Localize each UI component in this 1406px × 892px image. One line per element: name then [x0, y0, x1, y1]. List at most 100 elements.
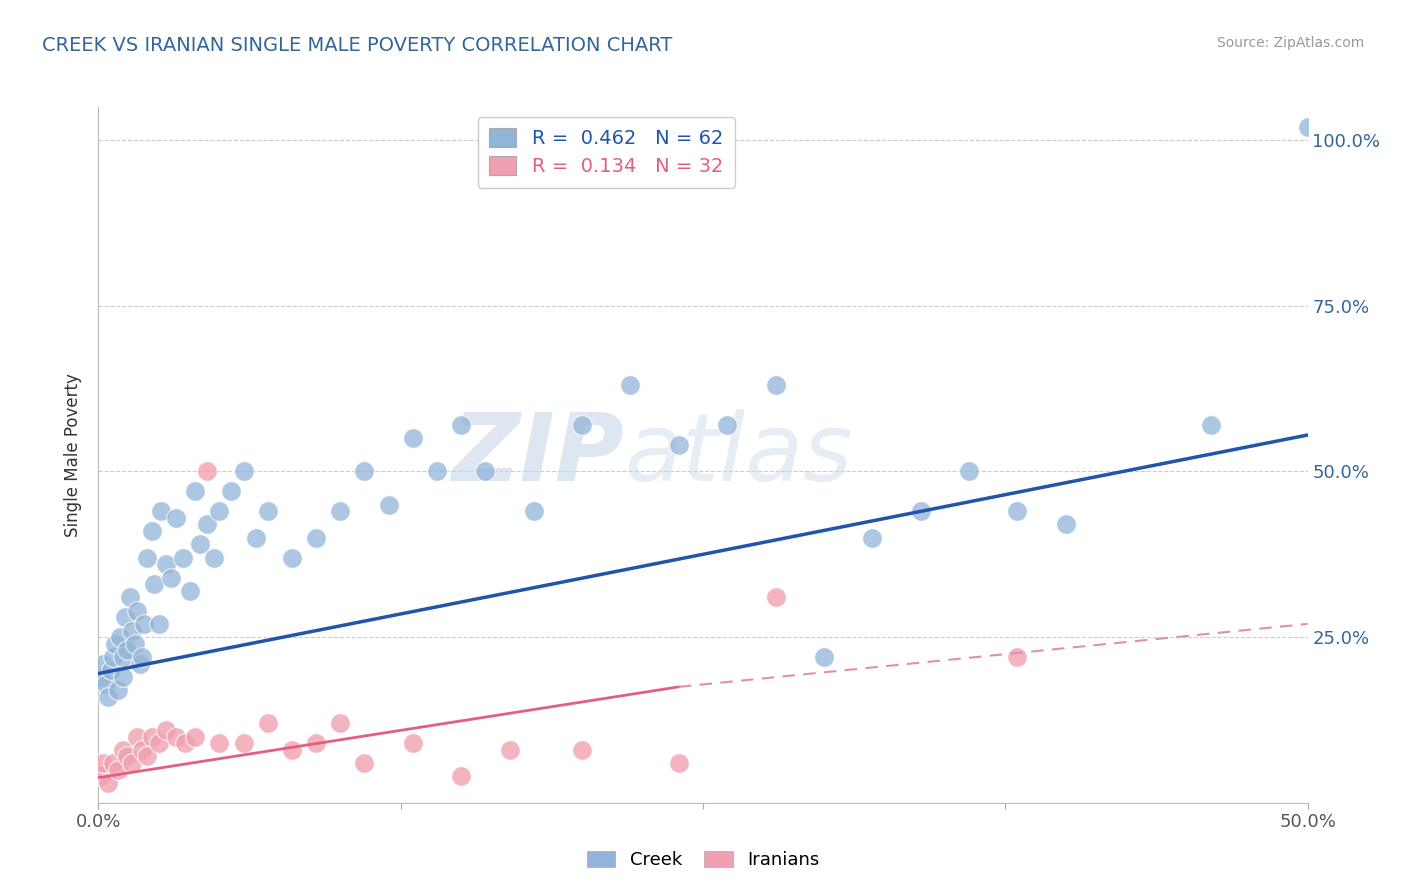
- Point: [160, 570, 183, 584]
- Point: [910, 504, 932, 518]
- Point: [1007, 650, 1029, 665]
- Point: [571, 418, 593, 433]
- Point: [128, 657, 150, 671]
- Point: [245, 531, 267, 545]
- Point: [195, 465, 218, 479]
- Point: [765, 591, 787, 605]
- Text: atlas: atlas: [624, 409, 852, 500]
- Point: [474, 465, 496, 479]
- Point: [498, 743, 520, 757]
- Point: [121, 624, 143, 638]
- Point: [450, 769, 472, 783]
- Point: [135, 550, 157, 565]
- Point: [127, 730, 149, 744]
- Point: [165, 730, 187, 744]
- Point: [208, 736, 231, 750]
- Point: [179, 583, 201, 598]
- Point: [111, 743, 134, 757]
- Point: [450, 418, 472, 433]
- Point: [107, 763, 129, 777]
- Point: [150, 504, 173, 518]
- Point: [1199, 418, 1222, 433]
- Point: [353, 756, 375, 770]
- Point: [377, 498, 399, 512]
- Point: [111, 670, 134, 684]
- Point: [117, 643, 139, 657]
- Point: [281, 743, 304, 757]
- Point: [91, 756, 114, 770]
- Point: [124, 637, 146, 651]
- Point: [131, 650, 153, 665]
- Point: [188, 537, 211, 551]
- Point: [172, 550, 194, 565]
- Text: CREEK VS IRANIAN SINGLE MALE POVERTY CORRELATION CHART: CREEK VS IRANIAN SINGLE MALE POVERTY COR…: [42, 36, 672, 54]
- Point: [104, 637, 127, 651]
- Text: Source: ZipAtlas.com: Source: ZipAtlas.com: [1216, 36, 1364, 50]
- Text: ZIP: ZIP: [451, 409, 624, 501]
- Point: [94, 676, 117, 690]
- Point: [107, 683, 129, 698]
- Legend: R =  0.462   N = 62, R =  0.134   N = 32: R = 0.462 N = 62, R = 0.134 N = 32: [478, 117, 735, 187]
- Point: [131, 743, 153, 757]
- Point: [114, 610, 136, 624]
- Point: [143, 577, 166, 591]
- Point: [111, 650, 134, 665]
- Point: [668, 756, 690, 770]
- Point: [523, 504, 546, 518]
- Point: [619, 378, 641, 392]
- Point: [195, 517, 218, 532]
- Point: [165, 511, 187, 525]
- Point: [148, 736, 170, 750]
- Point: [402, 736, 425, 750]
- Legend: Creek, Iranians: Creek, Iranians: [578, 842, 828, 879]
- Point: [232, 736, 254, 750]
- Point: [765, 378, 787, 392]
- Point: [90, 769, 112, 783]
- Point: [256, 716, 278, 731]
- Point: [101, 756, 124, 770]
- Point: [174, 736, 197, 750]
- Point: [97, 776, 120, 790]
- Point: [353, 465, 375, 479]
- Point: [426, 465, 449, 479]
- Point: [329, 504, 352, 518]
- Point: [305, 736, 328, 750]
- Point: [184, 484, 207, 499]
- Point: [402, 431, 425, 445]
- Point: [208, 504, 231, 518]
- Point: [121, 756, 143, 770]
- Point: [305, 531, 328, 545]
- Point: [117, 749, 139, 764]
- Point: [101, 650, 124, 665]
- Point: [957, 465, 980, 479]
- Point: [141, 524, 163, 538]
- Point: [90, 670, 112, 684]
- Point: [329, 716, 352, 731]
- Point: [860, 531, 883, 545]
- Point: [100, 663, 122, 677]
- Point: [134, 616, 156, 631]
- Point: [127, 604, 149, 618]
- Point: [184, 730, 207, 744]
- Point: [155, 723, 177, 737]
- Y-axis label: Single Male Poverty: Single Male Poverty: [65, 373, 83, 537]
- Point: [1054, 517, 1077, 532]
- Point: [221, 484, 243, 499]
- Point: [141, 730, 163, 744]
- Point: [1296, 120, 1319, 134]
- Point: [91, 657, 114, 671]
- Point: [118, 591, 141, 605]
- Point: [108, 630, 131, 644]
- Point: [813, 650, 835, 665]
- Point: [135, 749, 157, 764]
- Point: [256, 504, 278, 518]
- Point: [155, 558, 177, 572]
- Point: [281, 550, 304, 565]
- Point: [1007, 504, 1029, 518]
- Point: [97, 690, 120, 704]
- Point: [148, 616, 170, 631]
- Point: [716, 418, 738, 433]
- Point: [668, 438, 690, 452]
- Point: [571, 743, 593, 757]
- Point: [232, 465, 254, 479]
